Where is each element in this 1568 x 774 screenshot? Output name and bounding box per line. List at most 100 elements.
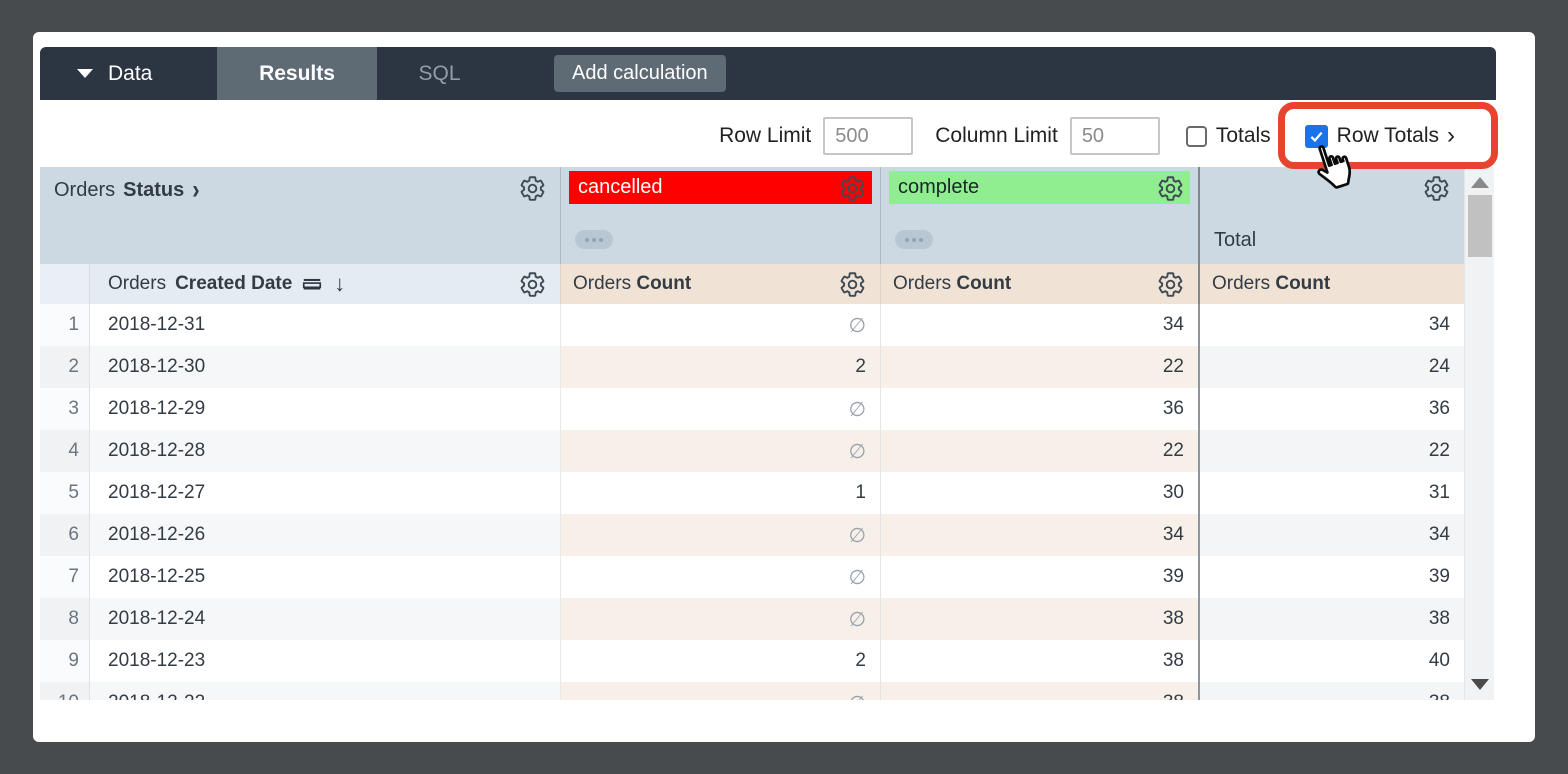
date-cell[interactable]: 2018-12-25 [90,556,560,598]
date-cell[interactable]: 2018-12-23 [90,640,560,682]
total-cell[interactable]: 22 [1198,430,1464,472]
row-totals-checkbox[interactable] [1304,124,1328,148]
total-cell[interactable]: 34 [1198,514,1464,556]
dimension-gear-icon[interactable] [519,175,546,202]
total-cell[interactable]: 31 [1198,472,1464,514]
tab-results-label: Results [259,61,335,85]
subtotal-icon[interactable] [301,273,323,295]
explore-results-card: Data Results SQL Add calculation Row Lim… [33,32,1535,742]
tab-results[interactable]: Results [217,47,377,100]
table-row: 10 2018-12-22 ∅ 38 38 [40,682,1464,700]
cancelled-count-gear-icon[interactable] [839,271,866,298]
complete-count-header[interactable]: Orders Count [880,264,1198,304]
total-gear-icon[interactable] [1423,175,1450,202]
cancelled-cell[interactable]: ∅ [560,430,880,472]
date-header-gear-icon[interactable] [519,271,546,298]
sort-desc-arrow-icon[interactable]: ↓ [334,271,346,296]
date-cell[interactable]: 2018-12-27 [90,472,560,514]
table-row: 9 2018-12-23 2 38 40 [40,640,1464,682]
date-cell[interactable]: 2018-12-28 [90,430,560,472]
complete-cell[interactable]: 34 [880,514,1198,556]
total-cell[interactable]: 24 [1198,346,1464,388]
complete-cell[interactable]: 38 [880,682,1198,700]
complete-cell[interactable]: 30 [880,472,1198,514]
cancelled-cell[interactable]: 2 [560,346,880,388]
date-cell[interactable]: 2018-12-24 [90,598,560,640]
vertical-scrollbar[interactable] [1464,167,1494,700]
created-date-header[interactable]: Orders Created Date ↓ [90,264,560,304]
expand-chevron-icon[interactable]: › [192,174,200,205]
data-dropdown[interactable]: Data [40,47,217,100]
row-limit-input[interactable] [823,117,914,155]
total-cell[interactable]: 38 [1198,682,1464,700]
row-number: 4 [40,430,90,472]
table-row: 3 2018-12-29 ∅ 36 36 [40,388,1464,430]
table-row: 4 2018-12-28 ∅ 22 22 [40,430,1464,472]
cancelled-cell[interactable]: 2 [560,640,880,682]
pivot-group-total: Total [1198,167,1464,264]
pivot-value-complete[interactable]: complete [889,171,1190,204]
measure-header-row: Orders Created Date ↓ Orders Count Order… [40,264,1464,304]
pivot-group-cancelled: cancelled [560,167,880,264]
row-number: 5 [40,472,90,514]
date-cell[interactable]: 2018-12-31 [90,304,560,346]
table-row: 7 2018-12-25 ∅ 39 39 [40,556,1464,598]
add-calculation-button[interactable]: Add calculation [554,55,726,92]
pivot-value-complete-label: complete [898,176,980,198]
cancelled-cell[interactable]: 1 [560,472,880,514]
scroll-down-arrow-icon[interactable] [1471,679,1489,690]
column-limit-input[interactable] [1069,117,1160,155]
date-cell[interactable]: 2018-12-30 [90,346,560,388]
totals-checkbox[interactable] [1185,125,1207,147]
cancelled-gear-icon[interactable] [839,175,866,202]
row-totals-chevron-icon[interactable]: › [1447,122,1455,149]
total-column-label: Total [1214,229,1257,251]
complete-gear-icon[interactable] [1157,175,1184,202]
cancelled-cell[interactable]: ∅ [560,514,880,556]
data-dropdown-label: Data [108,61,153,85]
total-cell[interactable]: 34 [1198,304,1464,346]
date-cell[interactable]: 2018-12-26 [90,514,560,556]
complete-count-gear-icon[interactable] [1157,271,1184,298]
row-number: 3 [40,388,90,430]
total-cell[interactable]: 40 [1198,640,1464,682]
date-cell[interactable]: 2018-12-29 [90,388,560,430]
total-cell[interactable]: 39 [1198,556,1464,598]
total-cell[interactable]: 38 [1198,598,1464,640]
scroll-up-arrow-icon[interactable] [1471,177,1489,188]
complete-cell[interactable]: 22 [880,346,1198,388]
total-count-header[interactable]: Orders Count [1198,264,1464,304]
cancelled-cell[interactable]: ∅ [560,556,880,598]
date-cell[interactable]: 2018-12-22 [90,682,560,700]
complete-cell[interactable]: 38 [880,598,1198,640]
measure-name: Count [1275,273,1331,294]
pivot-dimension-group: Orders Status › [40,167,560,264]
dot-icon [592,237,596,242]
cancelled-cell[interactable]: ∅ [560,682,880,700]
measure-name: Count [956,273,1012,294]
complete-cell[interactable]: 36 [880,388,1198,430]
cancelled-ellipsis-button[interactable] [575,230,613,249]
complete-cell[interactable]: 39 [880,556,1198,598]
row-number: 8 [40,598,90,640]
complete-cell[interactable]: 34 [880,304,1198,346]
tab-sql[interactable]: SQL [377,47,502,100]
pivot-dimension-header[interactable]: Orders Status › [54,174,200,205]
cancelled-cell[interactable]: ∅ [560,304,880,346]
cancelled-cell[interactable]: ∅ [560,598,880,640]
scrollbar-thumb[interactable] [1468,195,1492,257]
date-header-prefix: Orders [108,273,167,294]
totals-label: Totals [1215,124,1271,147]
total-cell[interactable]: 36 [1198,388,1464,430]
complete-cell[interactable]: 22 [880,430,1198,472]
pivot-value-cancelled[interactable]: cancelled [569,171,872,204]
cancelled-count-header[interactable]: Orders Count [560,264,880,304]
tab-sql-label: SQL [418,61,461,85]
row-totals-label: Row Totals [1336,124,1439,147]
table-row: 1 2018-12-31 ∅ 34 34 [40,304,1464,346]
dot-icon [585,237,589,242]
cancelled-cell[interactable]: ∅ [560,388,880,430]
complete-cell[interactable]: 38 [880,640,1198,682]
dimension-name: Status [123,178,185,201]
complete-ellipsis-button[interactable] [895,230,933,249]
